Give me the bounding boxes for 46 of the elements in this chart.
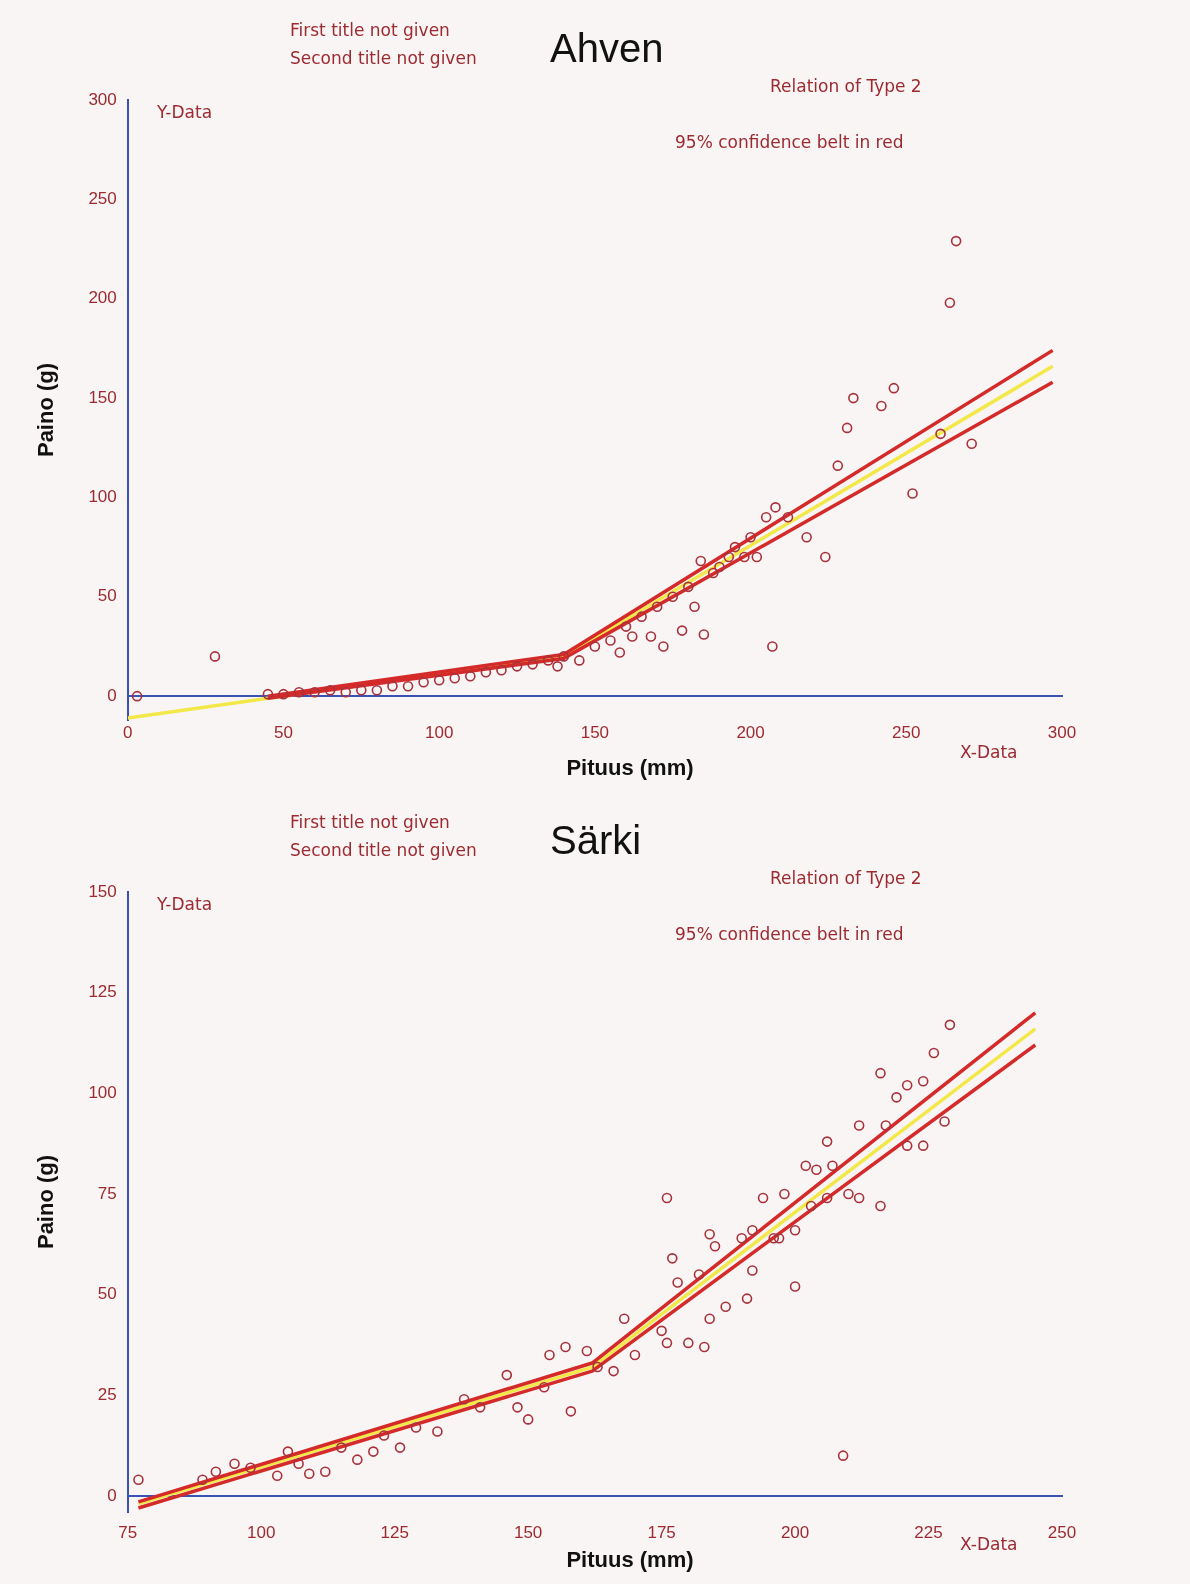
y-tick-label: 0 [107, 685, 117, 705]
text: X-Data [960, 1534, 1018, 1554]
x-tick-label: 150 [580, 723, 610, 743]
y-tick-label: 200 [88, 288, 117, 308]
x-tick-label: 300 [1047, 723, 1077, 743]
text: First title not given [290, 20, 450, 40]
x-tick-label: 50 [274, 723, 293, 743]
y-tick-label: 0 [107, 1485, 117, 1505]
x-tick-label: 250 [1047, 1522, 1077, 1542]
y-tick-label: 50 [97, 586, 117, 606]
x-tick-label: 175 [647, 1522, 676, 1542]
x-tick-label: 100 [424, 723, 454, 743]
annotation: Y-Data [156, 102, 213, 122]
annotation: 95% confidence belt in red [675, 924, 904, 944]
text: Second title not given [290, 48, 477, 68]
text: First title not given [290, 812, 450, 832]
x-tick-label: 150 [513, 1522, 543, 1542]
x-tick-label: 200 [736, 723, 765, 743]
x-tick-label: 200 [780, 1522, 810, 1542]
x-tick-label: 250 [892, 723, 921, 743]
y-tick-label: 25 [97, 1384, 117, 1404]
y-tick-label: 100 [88, 1082, 117, 1102]
annotation: 95% confidence belt in red [675, 132, 904, 152]
chart-title: Ahven [550, 26, 664, 70]
x-tick-label: 100 [247, 1522, 276, 1542]
y-axis-title: Paino (g) [33, 1154, 59, 1250]
y-tick-label: 50 [97, 1284, 117, 1304]
y-tick-label: 250 [88, 189, 117, 209]
y-axis-title: Paino (g) [33, 362, 59, 458]
y-tick-label: 125 [88, 982, 117, 1002]
text: Relation of Type 2 [770, 76, 922, 96]
x-tick-label: 225 [914, 1522, 943, 1542]
text: Second title not given [290, 840, 477, 860]
text: Relation of Type 2 [770, 868, 922, 888]
y-tick-label: 300 [88, 89, 117, 109]
y-tick-label: 75 [97, 1183, 117, 1203]
y-tick-label: 150 [88, 387, 117, 407]
annotation: Y-Data [156, 894, 213, 914]
y-tick-label: 100 [88, 487, 117, 507]
x-axis-title: Pituus (mm) [566, 1547, 694, 1572]
x-tick-label: 0 [123, 723, 133, 743]
x-axis-title: Pituus (mm) [566, 755, 694, 780]
chart-title: Särki [550, 818, 642, 862]
x-tick-label: 125 [380, 1522, 409, 1542]
text: X-Data [960, 742, 1018, 762]
y-tick-label: 150 [88, 881, 117, 901]
